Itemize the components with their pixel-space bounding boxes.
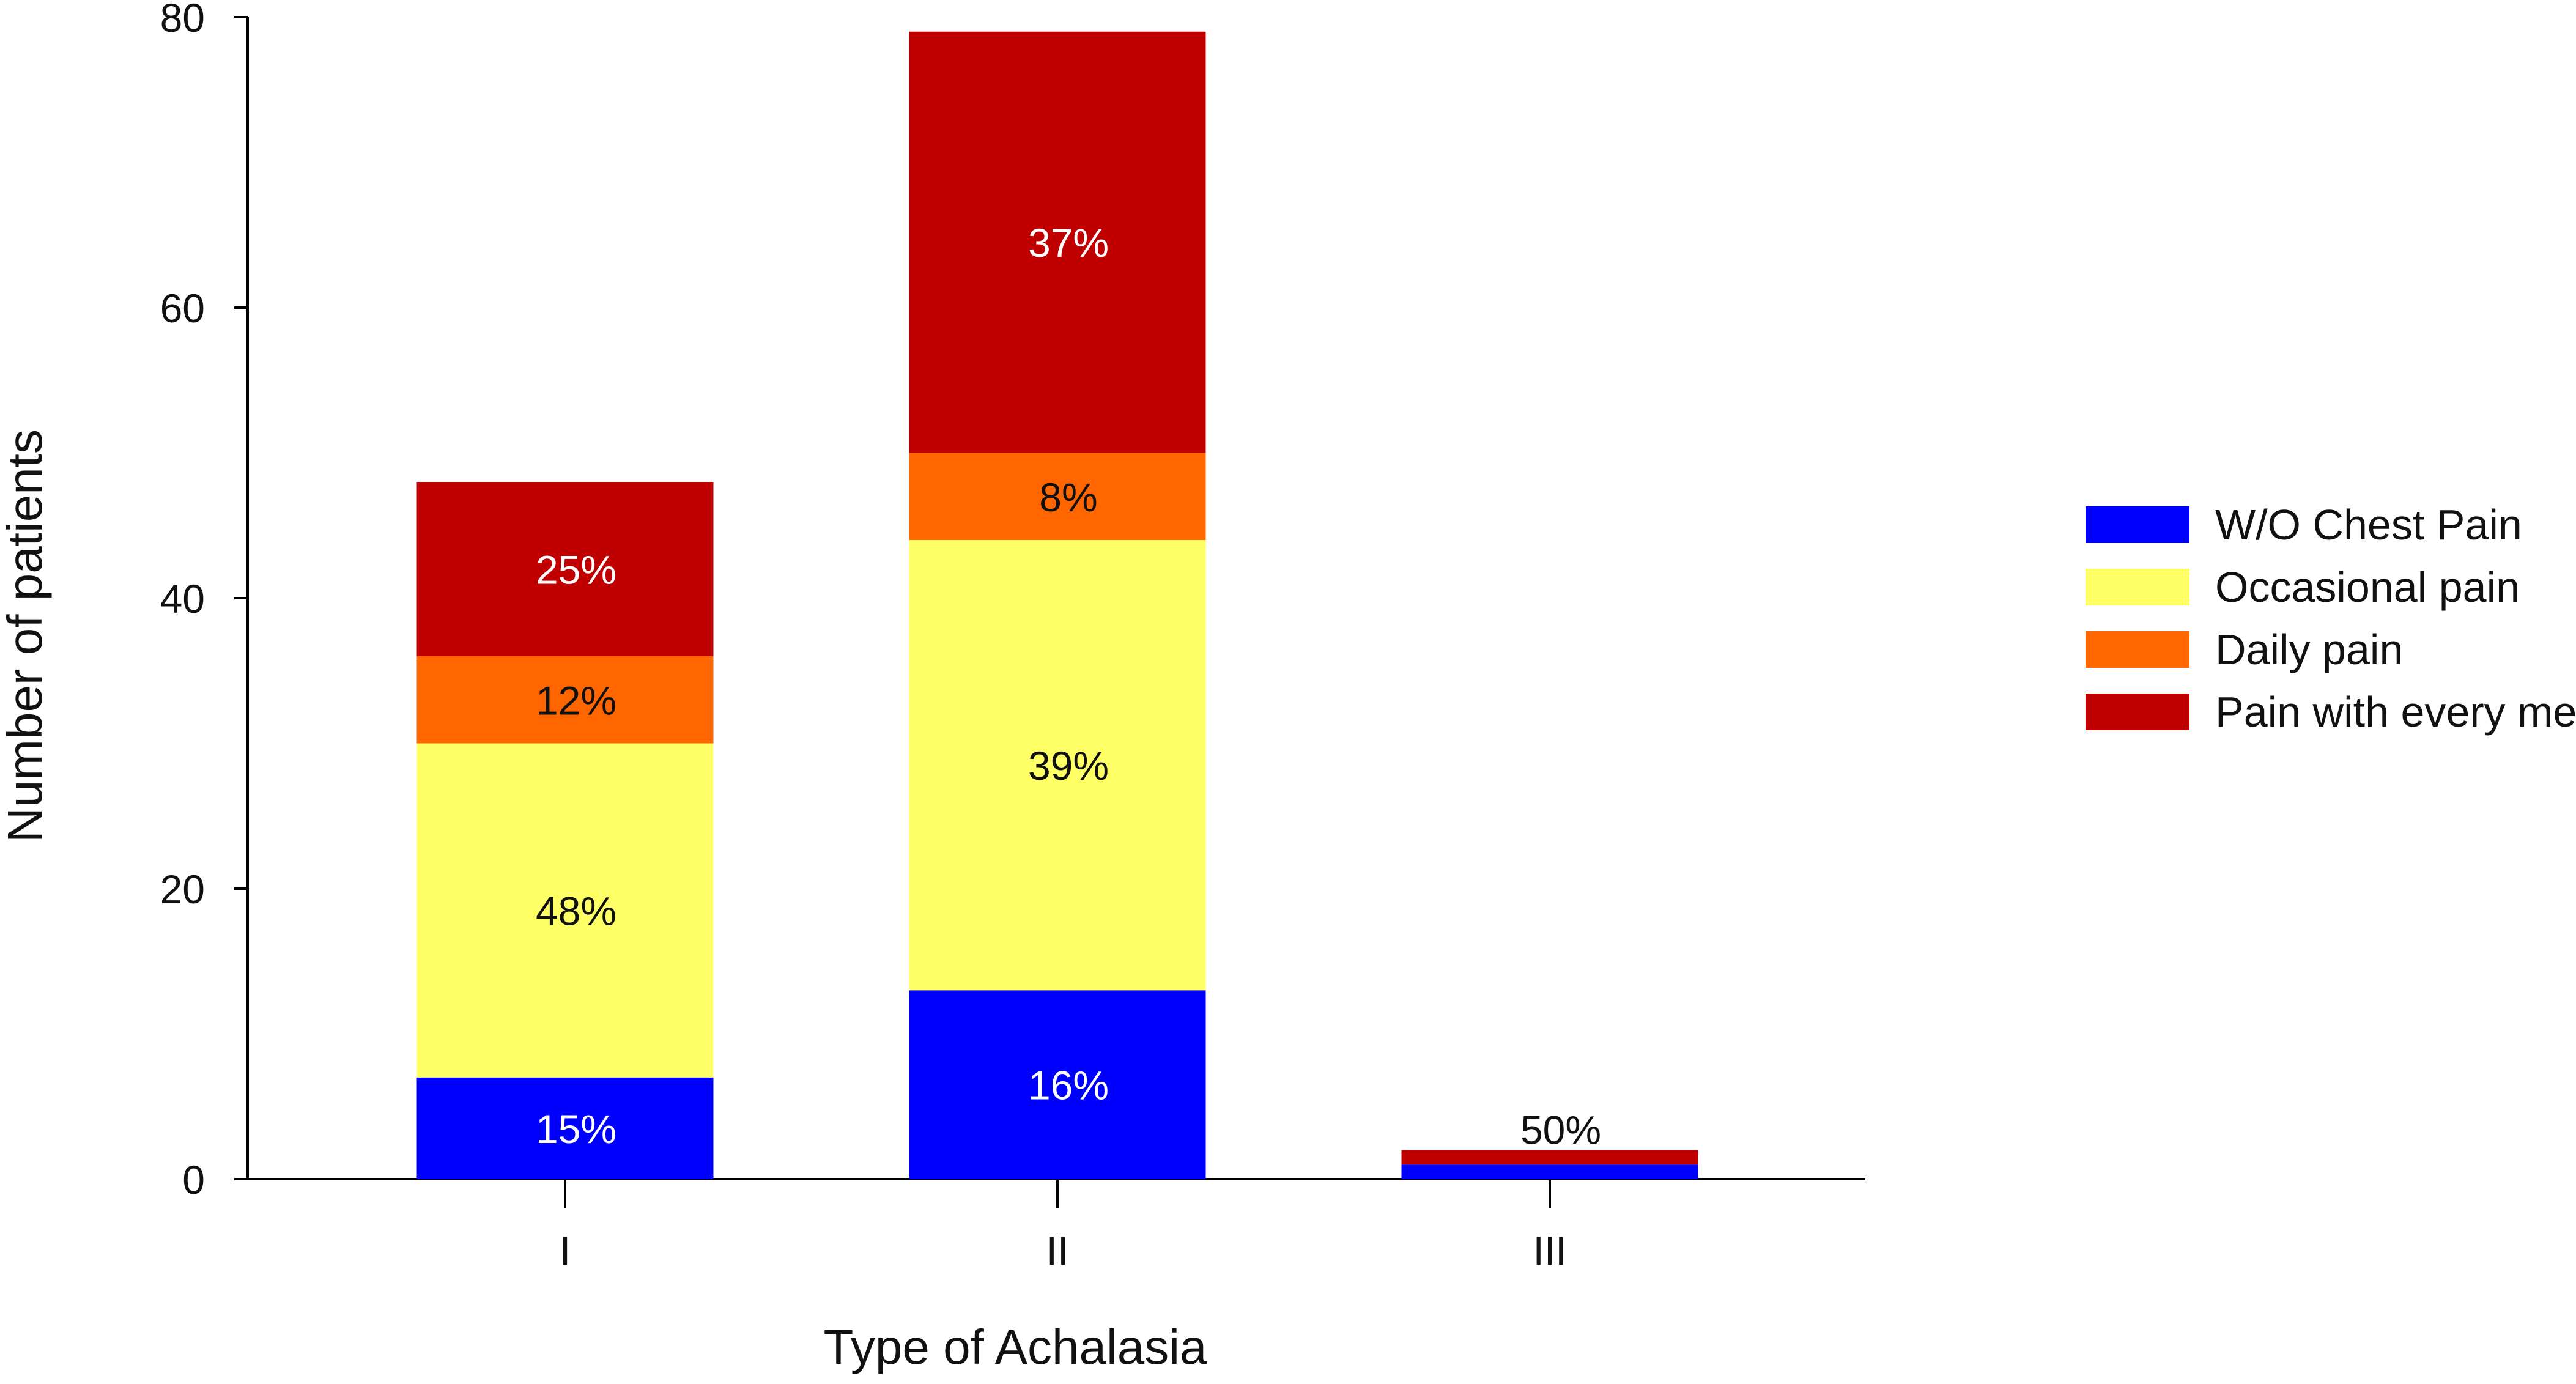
y-tick-label: 80	[160, 0, 205, 40]
bar-data-label: 50%	[1520, 1108, 1601, 1153]
legend-swatch	[2086, 506, 2189, 543]
legend-label: Occasional pain	[2215, 563, 2520, 611]
bar-data-label: 48%	[536, 889, 616, 934]
x-tick-label: I	[560, 1228, 571, 1273]
bar-data-label: 16%	[1028, 1063, 1109, 1108]
legend-swatch	[2086, 694, 2189, 730]
bar-data-label: 25%	[536, 547, 616, 593]
bar-segment	[909, 990, 1206, 1179]
bar-segment	[909, 453, 1206, 540]
bar-segment	[1401, 1150, 1698, 1165]
y-tick-label: 40	[160, 576, 205, 621]
bar-data-label: 8%	[1039, 475, 1097, 520]
bars	[416, 31, 1698, 1179]
x-axis-title: Type of Achalasia	[823, 1320, 1207, 1374]
y-tick-label: 0	[182, 1157, 205, 1202]
y-axis-title: Number of patients	[0, 429, 52, 843]
bar-segment	[416, 1077, 714, 1179]
legend-label: W/O Chest Pain	[2215, 501, 2522, 549]
legend-label: Pain with every meal	[2215, 688, 2576, 736]
bar-segment	[909, 540, 1206, 991]
bar-segment	[416, 656, 714, 744]
x-tick-label: III	[1533, 1228, 1566, 1273]
bar-labels: 15% 48% 12% 25% 16% 39% 8% 37% 50%	[536, 220, 1601, 1152]
y-tick-label: 20	[160, 867, 205, 912]
legend-swatch	[2086, 569, 2189, 605]
legend-label: Daily pain	[2215, 626, 2403, 673]
bar-data-label: 39%	[1028, 743, 1109, 788]
bar-data-label: 12%	[536, 678, 616, 723]
x-tick-label: II	[1046, 1228, 1069, 1273]
bar-segment	[909, 31, 1206, 453]
bar-segment	[416, 482, 714, 656]
bar-data-label: 15%	[536, 1106, 616, 1152]
legend: W/O Chest Pain Occasional pain Daily pain P…	[2086, 501, 2576, 736]
bar-segment	[1401, 1164, 1698, 1179]
legend-swatch	[2086, 631, 2189, 668]
bar-data-label: 37%	[1028, 220, 1109, 265]
y-tick-label: 60	[160, 286, 205, 331]
bar-segment	[416, 743, 714, 1078]
